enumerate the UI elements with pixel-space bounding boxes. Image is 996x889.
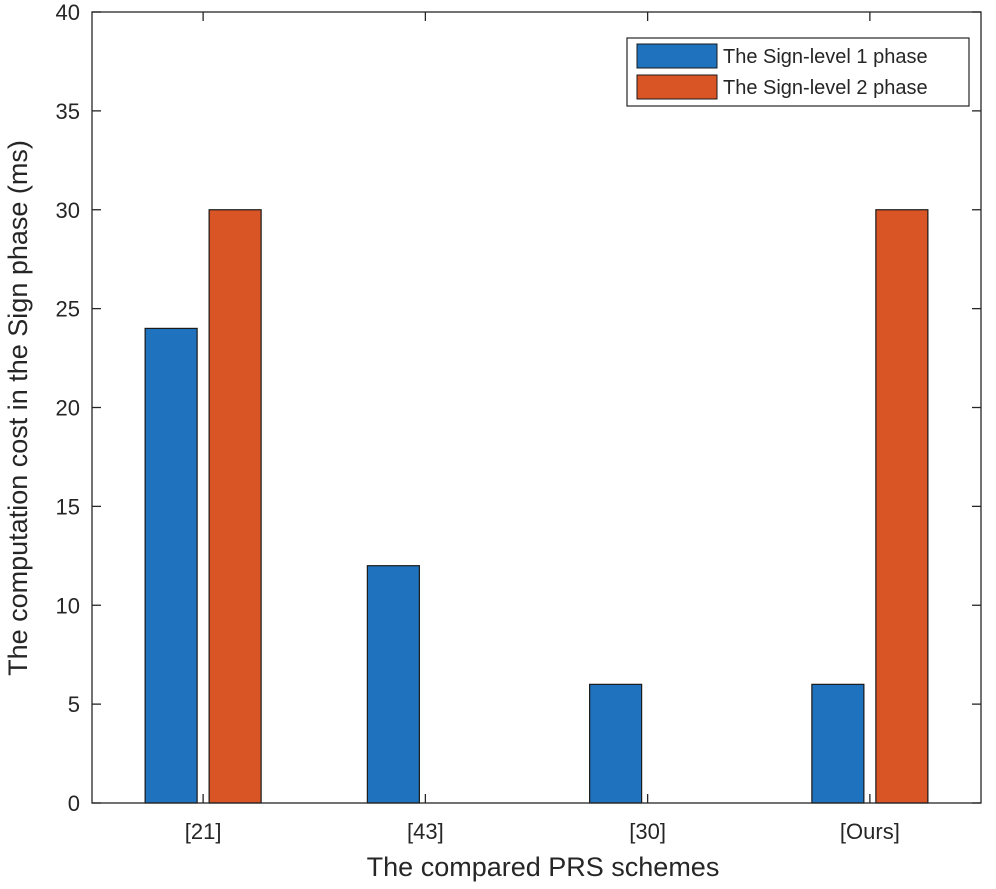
bar-1 bbox=[144, 327, 198, 804]
legend-swatch bbox=[636, 74, 718, 100]
y-tick-label: 15 bbox=[56, 494, 80, 519]
legend-label: The Sign-level 1 phase bbox=[723, 46, 928, 68]
y-tick-label: 10 bbox=[56, 593, 80, 618]
x-tick-label: [Ours] bbox=[840, 819, 900, 844]
y-tick-label: 25 bbox=[56, 297, 80, 322]
x-axis-label: The compared PRS schemes bbox=[367, 852, 720, 882]
bar-1 bbox=[589, 683, 643, 804]
bars-layer bbox=[144, 209, 929, 804]
legend-swatch bbox=[636, 43, 718, 69]
bar-1 bbox=[366, 565, 420, 804]
bar-1 bbox=[811, 683, 865, 804]
y-tick-label: 20 bbox=[56, 396, 80, 421]
x-tick-label: [30] bbox=[629, 819, 666, 844]
bar-2 bbox=[208, 209, 262, 804]
y-tick-label: 5 bbox=[68, 692, 80, 717]
y-tick-label: 0 bbox=[68, 791, 80, 816]
x-tick-label: [21] bbox=[185, 819, 222, 844]
y-axis: 0 5 10 15 20 25 30 35 40 bbox=[56, 0, 981, 816]
x-axis: [21] [43] [30] [Ours] bbox=[185, 12, 900, 844]
bar-2 bbox=[875, 209, 929, 804]
legend: The Sign-level 1 phase The Sign-level 2 p… bbox=[626, 37, 970, 107]
y-tick-label: 35 bbox=[56, 99, 80, 124]
x-tick-label: [43] bbox=[407, 819, 444, 844]
y-tick-label: 40 bbox=[56, 0, 80, 25]
y-tick-label: 30 bbox=[56, 198, 80, 223]
y-axis-label: The computation cost in the Sign phase (… bbox=[3, 140, 33, 676]
legend-label: The Sign-level 2 phase bbox=[723, 77, 928, 99]
